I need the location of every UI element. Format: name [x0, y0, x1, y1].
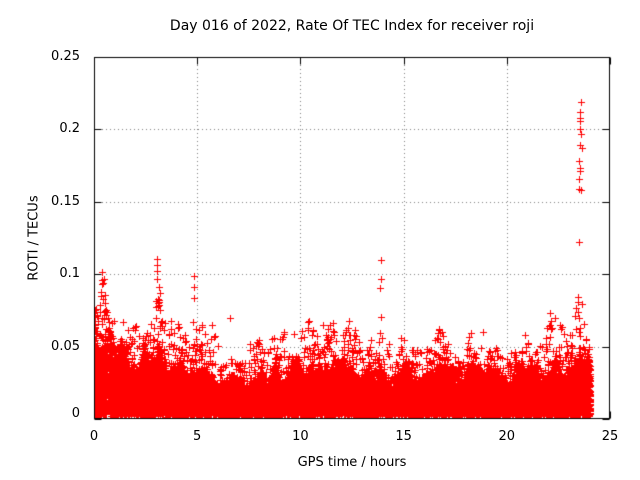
x-tick-label: 0	[89, 429, 99, 444]
x-axis-label: GPS time / hours	[297, 455, 407, 470]
x-tick-label: 15	[395, 429, 412, 444]
y-tick-label: 0.05	[51, 338, 80, 354]
x-tick-label: 20	[498, 429, 516, 444]
y-tick-label: 0.1	[59, 266, 80, 282]
x-tick-label: 5	[193, 429, 202, 444]
chart-title: Day 016 of 2022, Rate Of TEC Index for r…	[169, 18, 535, 34]
x-tick-label: 25	[601, 429, 619, 444]
y-tick-label: 0.15	[51, 193, 80, 209]
y-axis-label: ROTI / TECUs	[26, 195, 42, 281]
x-tick-label: 10	[292, 429, 309, 444]
y-tick-label: 0.2	[59, 121, 80, 137]
y-tick-label: 0.25	[51, 49, 80, 64]
y-tick-label: 0	[71, 406, 80, 421]
